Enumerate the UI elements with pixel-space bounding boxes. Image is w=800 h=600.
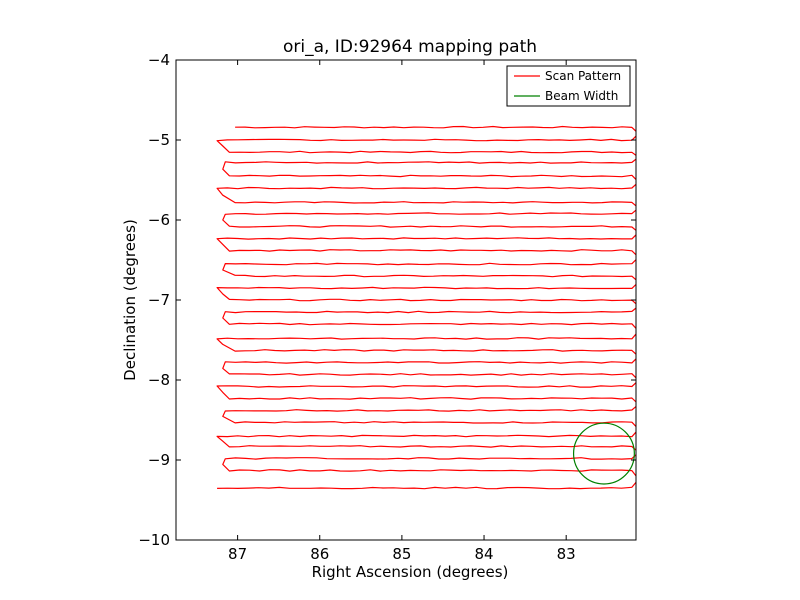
y-tick-label: −5 xyxy=(148,131,170,149)
y-tick-label: −8 xyxy=(148,371,170,389)
y-tick-label: −4 xyxy=(148,51,170,69)
x-axis-label: Right Ascension (degrees) xyxy=(312,563,509,581)
x-tick-label: 84 xyxy=(474,545,493,563)
y-tick-label: −10 xyxy=(138,531,170,549)
y-tick-label: −9 xyxy=(148,451,170,469)
beam-width-circle xyxy=(572,422,635,485)
x-tick-label: 87 xyxy=(228,545,247,563)
legend-box xyxy=(506,65,631,107)
y-tick-label: −6 xyxy=(148,211,170,229)
x-tick-label: 83 xyxy=(557,545,576,563)
legend-label-beam-width: Beam Width xyxy=(545,89,618,103)
scan-pattern-line xyxy=(216,125,636,490)
legend-label-scan-pattern: Scan Pattern xyxy=(545,69,621,83)
chart-title: ori_a, ID:92964 mapping path xyxy=(283,37,537,57)
x-tick-label: 85 xyxy=(392,545,411,563)
y-tick-label: −7 xyxy=(148,291,170,309)
legend: Scan Pattern Beam Width xyxy=(506,65,631,107)
x-tick-label: 86 xyxy=(310,545,329,563)
y-axis-label: Declination (degrees) xyxy=(121,219,139,381)
